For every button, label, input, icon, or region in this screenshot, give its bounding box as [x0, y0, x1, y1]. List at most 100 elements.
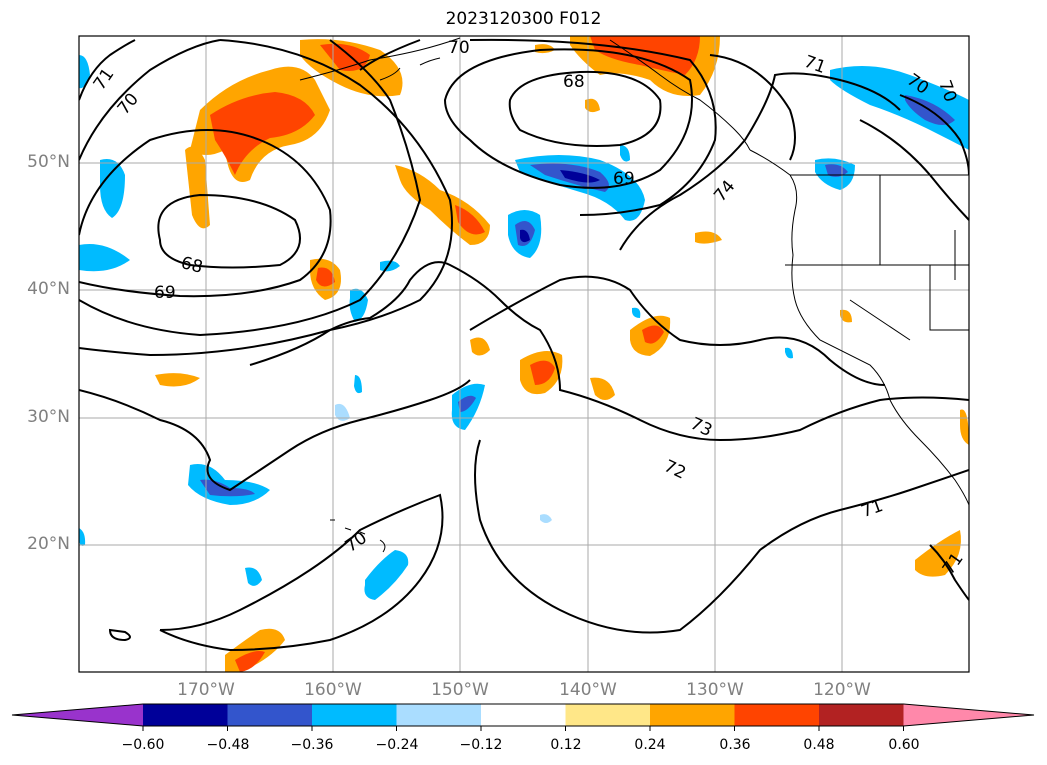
warm-patch [185, 146, 210, 229]
lon-label: 160°W [304, 680, 362, 700]
contour-72 [249, 261, 969, 442]
contour-68-west [157, 193, 301, 269]
contour-label: 68 [563, 72, 585, 92]
colorbar-tick-label: 0.24 [634, 737, 666, 753]
cool-patch [188, 464, 270, 505]
cool-patch [79, 244, 130, 272]
map-title: 2023120300 F012 [445, 9, 602, 29]
colorbar-segment [143, 704, 228, 726]
cool-patch [200, 479, 255, 497]
alaska-panhandle [609, 39, 751, 151]
contour-69-low [443, 48, 693, 189]
colorbar-segment [481, 704, 566, 726]
colorbar-extend-low [12, 704, 143, 726]
cool-patch [540, 514, 552, 523]
warm-patch [840, 309, 852, 323]
colorbar-tick-label: 0.48 [803, 737, 835, 753]
contour-label: 70 [114, 89, 143, 118]
contour-70-north [359, 38, 717, 216]
cool-patch [335, 403, 350, 421]
lon-label: 170°W [177, 680, 235, 700]
colorbar-segment [227, 704, 313, 726]
colorbar-segment [565, 704, 651, 726]
colorbar-segment [650, 704, 735, 726]
lat-label: 30°N [27, 407, 70, 427]
cool-patch [79, 528, 86, 546]
warm-patch [155, 373, 200, 387]
cool-patch [79, 55, 90, 89]
contour-east-edge [859, 94, 969, 221]
lon-label: 130°W [686, 680, 744, 700]
contour-71-east [929, 544, 969, 601]
lon-label: 150°W [431, 680, 489, 700]
warm-patch [695, 231, 722, 244]
contour-72-north [709, 54, 796, 161]
colorbar-tick-label: 0.60 [888, 737, 920, 753]
warm-patch [960, 409, 969, 445]
warm-patch [316, 267, 335, 287]
cool-patch [620, 145, 630, 162]
cool-patch [632, 307, 641, 318]
hawaii-islands [330, 519, 386, 553]
warm-patch [235, 651, 265, 672]
colorbar-segment [734, 704, 820, 726]
contour-69-west [79, 129, 332, 298]
colorbar-tick-label: 0.36 [719, 737, 751, 753]
contour-label: 70 [448, 38, 470, 58]
contour-71 [79, 379, 969, 634]
contour-label: 69 [154, 283, 176, 303]
coastlines [299, 37, 969, 553]
warm-patch [455, 205, 485, 235]
cool-patch [245, 567, 262, 586]
warm-patch [590, 36, 700, 75]
contour-73 [469, 275, 886, 386]
colorbar-segment [819, 704, 904, 726]
warm-patch [470, 337, 490, 356]
warm-patch [642, 325, 664, 344]
height-contours [79, 38, 969, 652]
cool-patch [364, 550, 409, 600]
cool-patch [100, 159, 125, 218]
contour-68-low [508, 70, 662, 147]
colorbar-tick-label: −0.48 [206, 737, 250, 753]
contour-70-blip [108, 628, 131, 642]
contour-label: 71 [90, 65, 119, 94]
graticule [79, 36, 969, 672]
lat-label: 20°N [27, 534, 70, 554]
contour-label: 69 [613, 169, 635, 189]
cool-patch [520, 229, 530, 243]
contour-label: 70 [342, 528, 371, 557]
lat-label: 50°N [27, 152, 70, 172]
warm-patch [210, 92, 315, 175]
colorbar-tick-label: −0.36 [290, 737, 334, 753]
bc-coast [749, 149, 969, 506]
contour-74 [619, 72, 901, 251]
us-borders [785, 174, 969, 341]
cool-patch [785, 347, 793, 359]
cool-patch [354, 375, 362, 394]
lon-label: 140°W [559, 680, 617, 700]
contour-label: 68 [179, 253, 205, 278]
lat-label: 40°N [27, 279, 70, 299]
colorbar-tick-label: 0.12 [550, 737, 582, 753]
colorbar-segment [312, 704, 397, 726]
contour-70-west [79, 39, 422, 337]
colorbar-extend-high [903, 704, 1034, 726]
warm-patch [585, 98, 600, 113]
cool-patch [458, 395, 476, 412]
contour-70-south [159, 493, 444, 652]
colorbar-segment [396, 704, 482, 726]
contour-label: 72 [661, 456, 689, 483]
colorbar-tick-label: −0.60 [121, 737, 165, 753]
cool-patch [560, 170, 600, 183]
colorbar-tick-label: −0.24 [375, 737, 419, 753]
lon-label: 120°W [813, 680, 871, 700]
anomaly-shading [79, 36, 969, 672]
contour-71-west [79, 39, 453, 357]
colorbar-tick-label: −0.12 [459, 737, 503, 753]
map-frame [78, 35, 970, 673]
warm-patch [590, 377, 615, 400]
warm-patch [530, 360, 555, 385]
colorbar [11, 703, 1035, 731]
